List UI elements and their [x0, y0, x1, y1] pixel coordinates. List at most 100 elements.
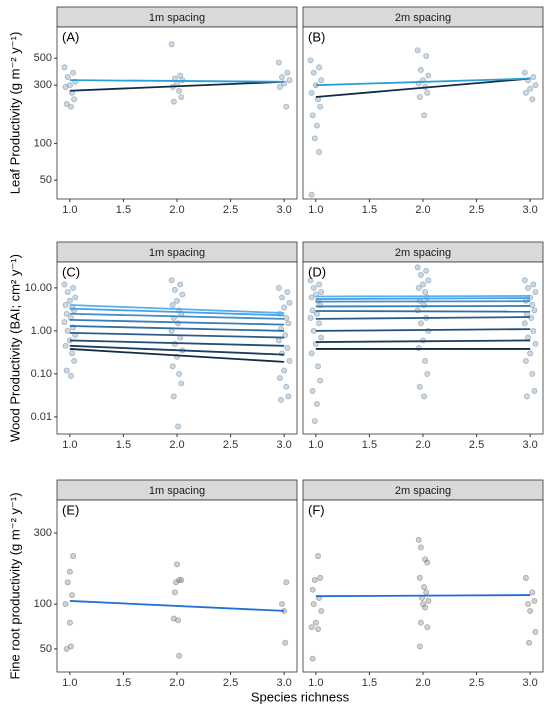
x-tick-label: 2.5 — [223, 439, 238, 451]
x-tick-label: 1.0 — [62, 439, 77, 451]
point — [70, 70, 75, 75]
point — [67, 569, 72, 574]
point — [530, 371, 535, 376]
point — [63, 302, 68, 307]
point — [309, 192, 314, 197]
x-tick-label: 1.0 — [308, 677, 323, 689]
x-tick-label: 1.0 — [62, 204, 77, 216]
point — [282, 368, 287, 373]
x-tick-label: 2.0 — [169, 677, 184, 689]
y-tick-label: 100 — [34, 137, 52, 149]
point — [421, 394, 426, 399]
point — [287, 300, 292, 305]
point — [522, 278, 527, 283]
point — [523, 575, 528, 580]
point — [67, 620, 72, 625]
point — [528, 608, 533, 613]
panel-background — [57, 262, 297, 434]
point — [311, 328, 316, 333]
point — [70, 285, 75, 290]
point — [62, 65, 67, 70]
x-tick-label: 1.5 — [116, 439, 131, 451]
point — [175, 618, 180, 623]
point — [68, 104, 73, 109]
point — [425, 560, 430, 565]
x-tick-label: 2.0 — [415, 204, 430, 216]
point — [178, 282, 183, 287]
panel-label: (E) — [62, 502, 79, 517]
point — [418, 321, 423, 326]
y-tick-label: 500 — [34, 52, 52, 64]
point — [526, 640, 531, 645]
x-tick-label: 2.5 — [223, 204, 238, 216]
x-tick-label: 2.0 — [415, 677, 430, 689]
point — [285, 345, 290, 350]
x-tick-label: 2.0 — [415, 439, 430, 451]
point — [69, 592, 74, 597]
point — [63, 343, 68, 348]
point — [415, 265, 420, 270]
point — [425, 90, 430, 95]
strip-label: 1m spacing — [149, 247, 205, 259]
point — [421, 113, 426, 118]
point — [310, 656, 315, 661]
point — [319, 335, 324, 340]
point — [318, 575, 323, 580]
point — [65, 74, 70, 79]
point — [316, 149, 321, 154]
point — [418, 272, 423, 277]
panel-label: (D) — [308, 264, 326, 279]
y-tick-label: 1.00 — [31, 325, 52, 337]
point — [65, 289, 70, 294]
point — [309, 625, 314, 630]
point — [175, 424, 180, 429]
panel-label: (B) — [308, 29, 325, 44]
point — [528, 351, 533, 356]
point — [68, 373, 73, 378]
x-tick-label: 3.0 — [522, 677, 537, 689]
x-axis-title: Species richness — [251, 689, 350, 704]
point — [72, 358, 77, 363]
y-tick-label: 300 — [34, 527, 52, 539]
point — [316, 65, 321, 70]
y-tick-label: 0.01 — [31, 411, 52, 423]
point — [177, 371, 182, 376]
point — [283, 640, 288, 645]
point — [285, 289, 290, 294]
point — [318, 104, 323, 109]
x-tick-label: 2.5 — [469, 204, 484, 216]
point — [308, 315, 313, 320]
point — [64, 311, 69, 316]
point — [284, 580, 289, 585]
point — [315, 626, 320, 631]
point — [532, 308, 537, 313]
point — [282, 305, 287, 310]
point — [312, 577, 317, 582]
point — [311, 70, 316, 75]
point — [528, 86, 533, 91]
strip-label: 1m spacing — [149, 485, 205, 497]
x-tick-label: 3.0 — [276, 204, 291, 216]
panel-background — [57, 500, 297, 672]
strip-label: 1m spacing — [149, 12, 205, 24]
point — [309, 351, 314, 356]
point — [532, 388, 537, 393]
point — [530, 302, 535, 307]
x-tick-label: 1.5 — [362, 204, 377, 216]
point — [425, 371, 430, 376]
point — [423, 605, 428, 610]
point — [314, 123, 319, 128]
point — [310, 388, 315, 393]
point — [62, 282, 67, 287]
point — [315, 364, 320, 369]
point — [172, 287, 177, 292]
fit-line — [316, 311, 530, 312]
y-tick-label: 50 — [40, 174, 52, 186]
point — [416, 285, 421, 290]
point — [319, 608, 324, 613]
x-tick-label: 1.5 — [116, 677, 131, 689]
point — [279, 295, 284, 300]
point — [67, 298, 72, 303]
point — [529, 315, 534, 320]
